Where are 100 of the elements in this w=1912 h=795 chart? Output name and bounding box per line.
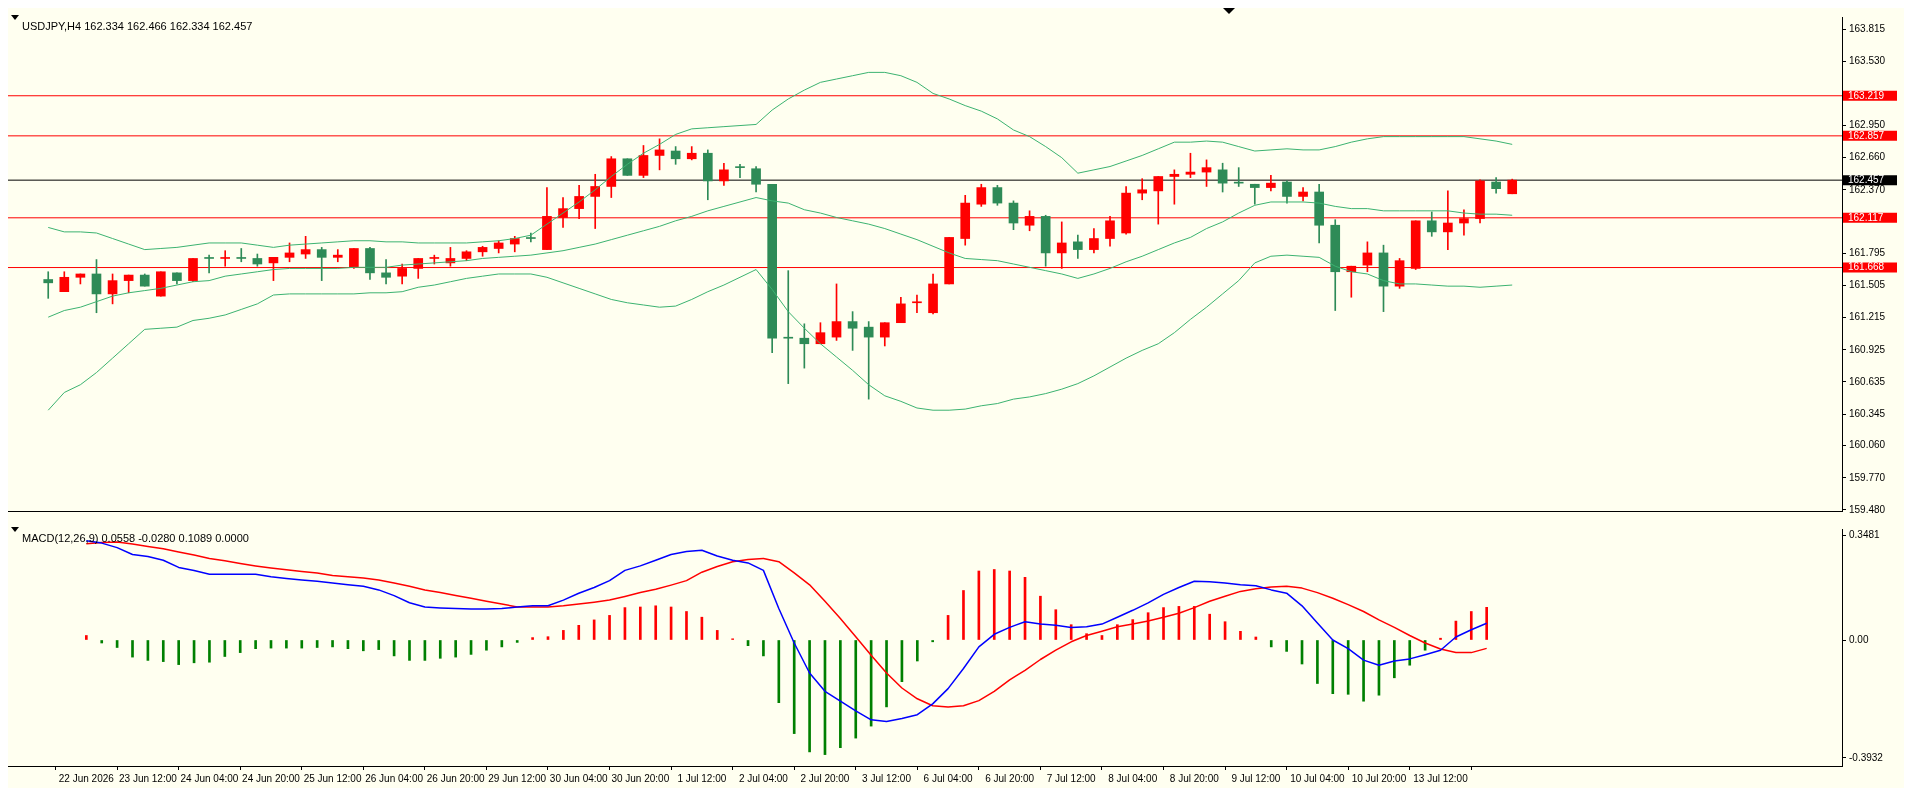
bar [992, 569, 996, 640]
bar [377, 640, 381, 650]
bar [1054, 609, 1058, 640]
bar [177, 640, 180, 665]
y-tick-label: 163.815 [1849, 23, 1886, 35]
y-tick-label: 163.530 [1849, 55, 1886, 67]
ref-line-label: 162.457 [1848, 173, 1885, 185]
bar [885, 640, 888, 708]
bar [715, 630, 719, 640]
bar [1008, 570, 1011, 640]
x-tick-label: 29 Jun 12:00 [488, 772, 547, 784]
bar [1393, 640, 1396, 679]
ref-line-label: 161.668 [1848, 261, 1885, 273]
ref-line-label: 162.117 [1848, 211, 1884, 223]
bar [1408, 640, 1412, 666]
bar [1192, 606, 1196, 640]
x-tick-label: 26 Jun 04:00 [365, 772, 424, 784]
y-tick-label: 162.660 [1849, 151, 1886, 163]
bar [300, 640, 304, 649]
bar [100, 640, 104, 644]
y-tick-label: 0.00 [1849, 633, 1869, 645]
bar [562, 630, 565, 640]
bar [792, 640, 796, 734]
x-tick-label: 23 Jun 12:00 [118, 772, 178, 784]
bar [1269, 640, 1273, 648]
y-tick-label: 161.505 [1849, 279, 1886, 291]
candlestick [43, 271, 54, 299]
bar [85, 635, 88, 640]
candlestick [912, 294, 922, 314]
y-tick-label: 161.795 [1849, 247, 1886, 259]
x-tick-label: 30 Jun 04:00 [549, 772, 609, 784]
x-tick-label: 13 Jul 12:00 [1413, 772, 1469, 784]
bar [1346, 640, 1350, 695]
bar [408, 640, 411, 661]
bar [1469, 611, 1473, 640]
x-tick-label: 8 Jul 04:00 [1108, 772, 1158, 784]
x-tick-label: 30 Jun 20:00 [611, 772, 670, 784]
bar [1085, 633, 1088, 640]
candlestick [735, 163, 745, 178]
x-tick-label: 6 Jul 20:00 [985, 772, 1035, 784]
chart-title: USDJPY,H4 162.334 162.466 162.334 162.457 [22, 20, 253, 33]
y-tick-label: 160.345 [1849, 407, 1886, 419]
candlestick [204, 254, 214, 274]
candlestick [236, 248, 247, 263]
x-tick-label: 7 Jul 12:00 [1046, 772, 1097, 784]
y-tick-label: 161.215 [1849, 311, 1886, 323]
candlestick [381, 259, 391, 285]
bar [1239, 630, 1242, 640]
bar [1316, 640, 1319, 684]
y-tick-label: 159.480 [1849, 503, 1886, 515]
x-tick-label: 2 Jul 20:00 [800, 772, 850, 784]
y-tick-label: 159.770 [1849, 471, 1886, 483]
bar [1162, 607, 1165, 640]
x-tick-label: 10 Jul 20:00 [1351, 772, 1407, 784]
x-tick-label: 25 Jun 12:00 [303, 772, 362, 784]
bar [915, 640, 919, 662]
candlestick [332, 249, 343, 263]
bar [515, 640, 519, 643]
bar [762, 640, 765, 657]
candlestick [863, 321, 874, 400]
bar [654, 605, 658, 640]
x-tick-label: 6 Jul 04:00 [923, 772, 973, 784]
bar [638, 606, 642, 640]
x-tick-label: 9 Jul 12:00 [1231, 772, 1281, 784]
x-tick-label: 3 Jul 12:00 [862, 772, 912, 784]
y-tick-label: 160.635 [1849, 375, 1886, 387]
bar [608, 615, 611, 640]
bar [1285, 640, 1288, 652]
bar [362, 640, 365, 652]
bar [161, 640, 165, 662]
bar [839, 640, 842, 749]
y-tick-label: 160.060 [1849, 439, 1886, 451]
candlestick [1137, 178, 1148, 201]
bar [1485, 607, 1488, 640]
candlestick [783, 270, 794, 384]
bar [1208, 613, 1212, 640]
bar [1116, 624, 1119, 640]
bar [1131, 619, 1135, 640]
bar [1039, 595, 1042, 640]
bar [577, 624, 581, 640]
bar [438, 640, 442, 659]
bar [285, 640, 288, 649]
bar [485, 640, 488, 651]
x-tick-label: 24 Jun 20:00 [242, 772, 301, 784]
bar [254, 640, 257, 650]
bar [1069, 624, 1073, 640]
bar [208, 640, 211, 663]
x-tick-label: 26 Jun 20:00 [426, 772, 486, 784]
x-tick-label: 24 Jun 04:00 [180, 772, 239, 784]
bar [777, 640, 781, 704]
x-tick-label: 22 Jun 2026 [58, 772, 115, 784]
bar [131, 640, 134, 658]
x-tick-label: 2 Jul 04:00 [738, 772, 789, 784]
bar [531, 637, 534, 640]
y-tick-label: 162.370 [1849, 183, 1886, 195]
ref-line-label: 162.857 [1848, 129, 1885, 141]
bar [808, 640, 811, 753]
bar [500, 640, 504, 648]
bar [1362, 640, 1365, 702]
chart-title: MACD(12,26,9) 0.0558 -0.0280 0.1089 0.0000 [22, 532, 249, 545]
